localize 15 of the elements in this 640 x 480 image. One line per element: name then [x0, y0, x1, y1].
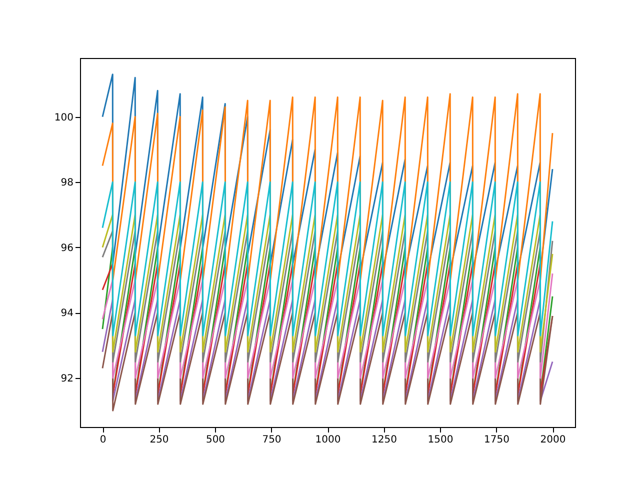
x-tick-label: 750: [262, 434, 282, 446]
x-tick-label: 500: [206, 434, 226, 446]
y-tick-label: 96: [60, 242, 74, 254]
x-tick-label: 1750: [484, 434, 510, 446]
x-tick-label: 2000: [540, 434, 566, 446]
x-tick-label: 0: [100, 434, 106, 446]
x-tick-label: 1250: [372, 434, 397, 446]
line-series: [102, 181, 554, 336]
y-tick-label: 100: [54, 112, 74, 124]
x-tick-label: 1000: [315, 434, 341, 446]
y-tick-label: 92: [60, 374, 74, 385]
x-tick-label: 250: [150, 434, 169, 446]
y-tick-label: 94: [60, 308, 74, 320]
y-tick-label: 98: [60, 178, 74, 189]
x-tick-label: 1500: [428, 434, 454, 446]
